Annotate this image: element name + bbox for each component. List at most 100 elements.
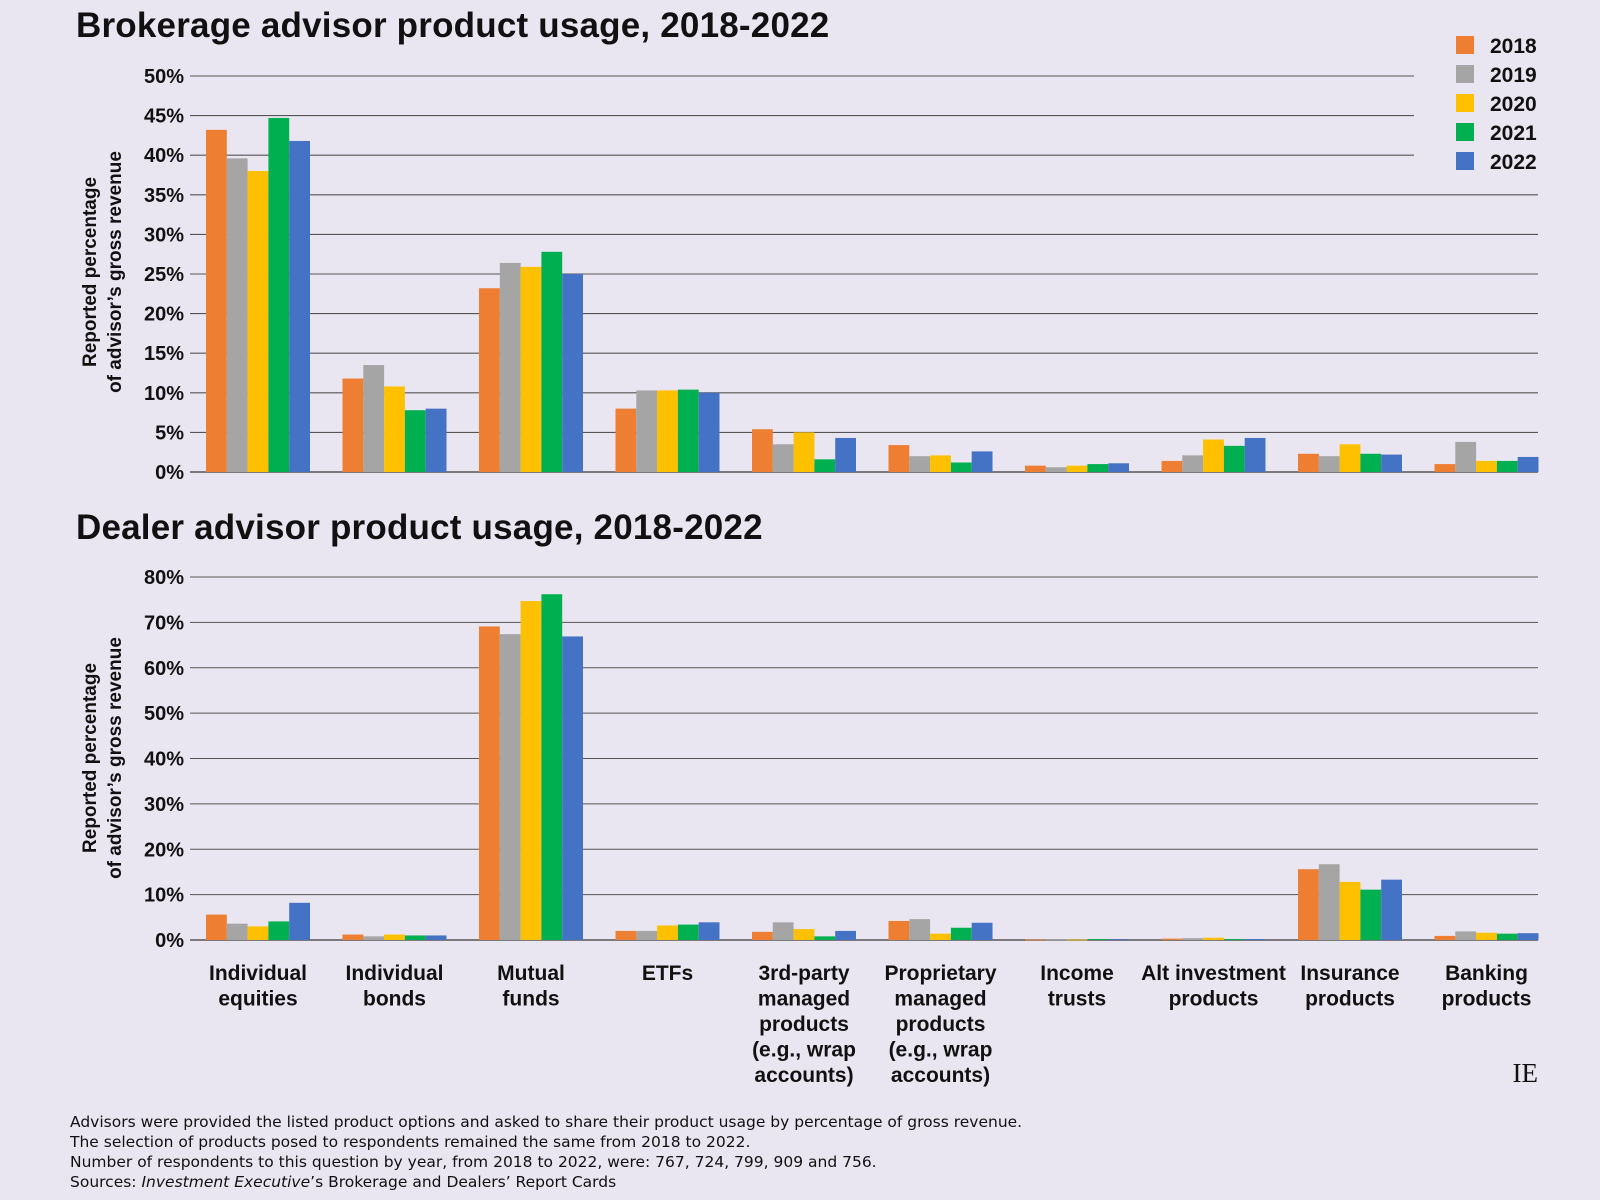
category-label-line: managed (758, 988, 850, 1011)
dealer-bar (384, 934, 405, 940)
brokerage-y-tick-label: 25% (144, 264, 184, 286)
brokerage-bar (425, 408, 447, 472)
category-label-line: accounts) (754, 1064, 853, 1087)
dealer-bar (1476, 932, 1497, 940)
dealer-bar (1066, 939, 1088, 941)
category-label-line: Income (1040, 962, 1114, 985)
brokerage-bar (1182, 455, 1204, 472)
category-label-line: products (1169, 988, 1259, 1011)
brokerage-bar (1045, 467, 1067, 472)
brokerage-bar (342, 378, 364, 472)
brokerage-bar (1339, 444, 1361, 472)
brokerage-y-tick-label: 0% (155, 462, 184, 484)
dealer-bar (772, 922, 794, 940)
brokerage-bar (698, 392, 720, 472)
brokerage-bar (404, 410, 426, 472)
category-label-line: products (896, 1013, 986, 1036)
category-label-line: (e.g., wrap (752, 1039, 856, 1062)
dealer-bar (363, 936, 385, 940)
dealer-bar (1360, 889, 1382, 940)
dealer-bar (1434, 935, 1456, 940)
sources-suffix: ’s Brokerage and Dealers’ Report Cards (310, 1173, 617, 1191)
brokerage-y-axis-label: of advisor’s gross revenue (105, 151, 126, 393)
brokerage-y-tick-label: 35% (144, 185, 184, 207)
legend-label-2021: 2021 (1490, 122, 1537, 145)
category-label-line: accounts) (891, 1064, 990, 1087)
category-label-line: equities (218, 988, 297, 1011)
brokerage-bar (657, 390, 678, 472)
dealer-y-tick-label: 0% (155, 930, 184, 952)
brokerage-y-tick-label: 20% (144, 304, 184, 326)
dealer-y-tick-label: 40% (144, 749, 184, 771)
brokerage-bar (1087, 464, 1109, 472)
brokerage-bar (888, 445, 910, 472)
category-label: Income trusts (1040, 962, 1114, 1011)
brokerage-y-tick-label: 40% (144, 145, 184, 167)
dealer-bar (1496, 933, 1518, 940)
category-label-line: Proprietary (884, 962, 996, 985)
dealer-y-axis-label: Reported percentage (80, 663, 101, 853)
category-label-line: Individual (345, 962, 443, 985)
brokerage-chart: 0% 5% 10% 15% 20% 25% 30% 35% 40% 45% 50% Reported … (80, 66, 1539, 484)
dealer-bar (206, 914, 227, 940)
brokerage-bar (1318, 456, 1340, 472)
category-label-line: trusts (1048, 988, 1106, 1011)
category-label-line: bonds (363, 988, 426, 1011)
brokerage-bar (636, 390, 658, 472)
dealer-chart-title: Dealer advisor product usage, 2018-2022 (76, 508, 763, 547)
dealer-bar (1182, 938, 1204, 940)
category-label-line: funds (502, 988, 559, 1011)
brokerage-bar (206, 129, 227, 472)
brokerage-y-tick-label: 5% (155, 422, 184, 444)
dealer-bar (226, 923, 248, 940)
category-label-line: Insurance (1300, 962, 1399, 985)
dealer-bar (752, 931, 773, 940)
dealer-bar (1223, 939, 1245, 940)
dealer-bar (909, 919, 931, 940)
brokerage-bar (950, 462, 972, 472)
category-label-line: Banking (1445, 962, 1528, 985)
brokerage-bar (772, 444, 794, 472)
dealer-bar (1045, 939, 1067, 941)
legend-label-2020: 2020 (1490, 93, 1537, 116)
brokerage-bar (1496, 460, 1518, 472)
dealer-bar (1203, 937, 1224, 940)
brokerage-bar (971, 451, 993, 472)
dealer-y-axis-label: of advisor’s gross revenue (105, 637, 126, 879)
dealer-bar (1244, 939, 1266, 940)
legend-swatch-2019 (1456, 65, 1474, 83)
brokerage-bar (247, 171, 269, 473)
brokerage-y-axis-label: Reported percentage (80, 177, 101, 367)
brokerage-bar (752, 429, 773, 472)
category-label-line: products (1305, 988, 1395, 1011)
dealer-y-tick-label: 70% (144, 612, 184, 634)
dealer-bar (1455, 931, 1477, 940)
dealer-bar (636, 930, 658, 940)
legend-swatch-2020 (1456, 94, 1474, 112)
brokerage-y-tick-label: 30% (144, 224, 184, 246)
footnotes: Advisors were provided the listed produc… (70, 1112, 1022, 1192)
brokerage-bar (541, 251, 563, 472)
brokerage-bar (226, 158, 248, 473)
brokerage-bar (1161, 460, 1183, 472)
brokerage-bar (615, 408, 637, 472)
brokerage-bar (268, 117, 290, 472)
category-label: Banking products (1442, 962, 1532, 1011)
brokerage-bar (909, 456, 931, 472)
dealer-bar (814, 936, 836, 940)
brokerage-bar (1108, 463, 1129, 472)
legend-swatch-2018 (1456, 36, 1474, 54)
dealer-bar (793, 929, 815, 940)
brokerage-bar (520, 266, 542, 472)
dealer-y-tick-label: 50% (144, 703, 184, 725)
legend: 2018 2019 2020 2021 2022 (1456, 35, 1537, 174)
footnote-line-2: The selection of products posed to respo… (70, 1133, 751, 1151)
dealer-bar (950, 927, 972, 940)
dealer-bar (1318, 864, 1340, 940)
brokerage-bar (930, 455, 951, 472)
dealer-bar (1108, 939, 1129, 940)
dealer-bar (541, 594, 563, 940)
category-label: Proprietary managed products (e.g., wrap acc… (884, 962, 996, 1087)
brokerage-y-tick-label: 50% (144, 66, 184, 88)
